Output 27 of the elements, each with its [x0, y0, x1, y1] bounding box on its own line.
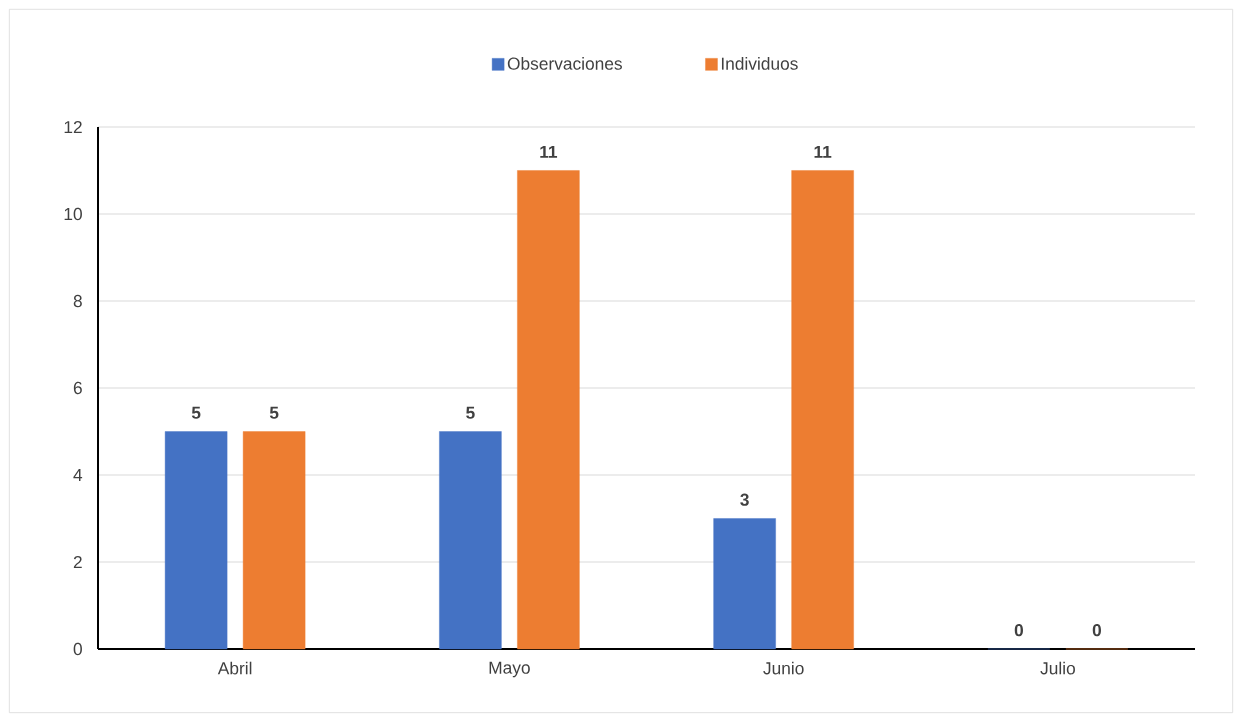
- data-label: 0: [1014, 624, 1023, 637]
- x-tick-label: Junio: [763, 661, 804, 675]
- data-label: 5: [191, 406, 201, 419]
- y-tick-label: 4: [73, 469, 83, 481]
- y-tick-label: 10: [64, 207, 82, 221]
- data-label: 0: [1092, 624, 1101, 637]
- bar: [791, 170, 854, 650]
- data-label: 5: [269, 406, 279, 419]
- data-label: 11: [540, 145, 558, 158]
- bar: [517, 170, 580, 650]
- bar: [713, 518, 776, 650]
- bar: [439, 431, 502, 650]
- x-tick-label: Mayo: [489, 661, 530, 678]
- data-label: 11: [814, 145, 832, 158]
- legend-label: Observaciones: [507, 57, 622, 70]
- y-tick-label: 8: [73, 294, 82, 308]
- bar: [242, 431, 306, 650]
- legend-label: Individuos: [721, 57, 798, 70]
- x-tick-label: Abril: [217, 661, 252, 675]
- y-tick-label: 0: [73, 642, 82, 656]
- x-tick-label: Julio: [1040, 661, 1075, 675]
- data-label: 3: [740, 493, 749, 506]
- data-label: 5: [466, 406, 475, 419]
- y-tick-label: 6: [73, 381, 82, 395]
- y-tick-label: 2: [73, 555, 82, 569]
- bar: [164, 431, 228, 650]
- y-tick-label: 12: [64, 120, 82, 134]
